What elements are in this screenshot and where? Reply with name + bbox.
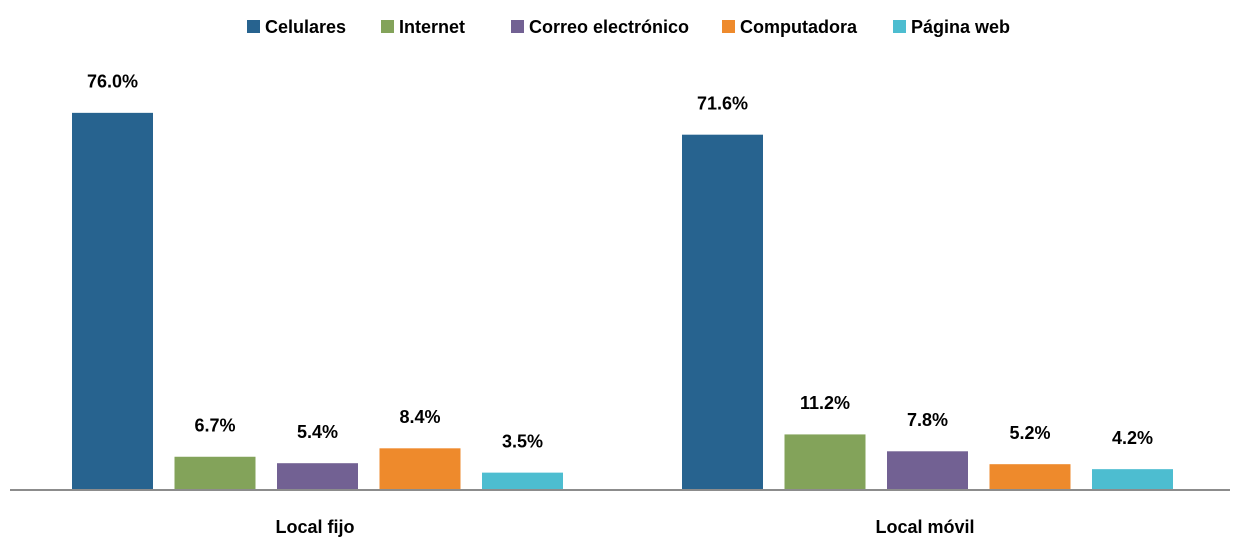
bar	[1092, 469, 1173, 490]
legend-label: Computadora	[740, 17, 858, 37]
legend-label: Correo electrónico	[529, 17, 689, 37]
bar	[682, 134, 763, 490]
bar	[72, 112, 153, 490]
legend-swatch	[247, 20, 260, 33]
value-label: 76.0%	[87, 72, 138, 92]
value-label: 71.6%	[697, 93, 748, 113]
value-label: 11.2%	[800, 393, 850, 413]
legend-label: Internet	[399, 17, 465, 37]
value-label: 5.4%	[297, 422, 338, 442]
value-label: 8.4%	[399, 407, 440, 427]
value-label: 3.5%	[502, 431, 543, 451]
legend-swatch	[381, 20, 394, 33]
value-label: 6.7%	[194, 416, 235, 436]
x-tick-label: Local fijo	[275, 517, 354, 537]
legend-swatch	[722, 20, 735, 33]
bar	[989, 464, 1071, 490]
legend-swatch	[511, 20, 524, 33]
value-label: 7.8%	[907, 410, 948, 430]
legend-label: Página web	[911, 17, 1010, 37]
bar	[277, 463, 358, 490]
bar	[784, 434, 866, 490]
legend-label: Celulares	[265, 17, 346, 37]
x-tick-label: Local móvil	[875, 517, 974, 537]
legend-swatch	[893, 20, 906, 33]
bar	[482, 472, 563, 490]
bar	[887, 451, 968, 490]
value-label: 4.2%	[1112, 428, 1153, 448]
value-label: 5.2%	[1009, 423, 1050, 443]
bar	[174, 456, 256, 490]
bar	[379, 448, 461, 490]
